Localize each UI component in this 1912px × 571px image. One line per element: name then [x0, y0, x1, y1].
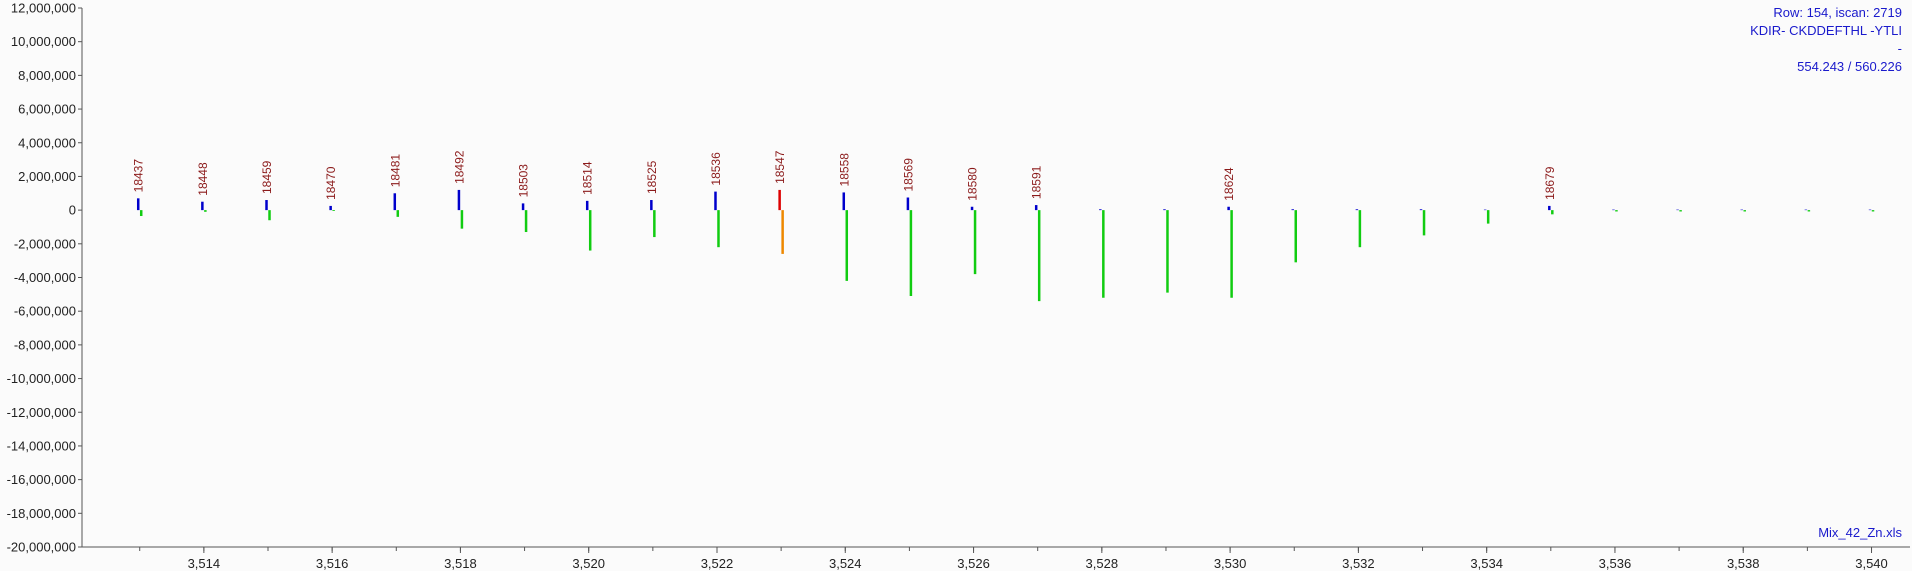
peak-label-18525: 18525 — [645, 160, 659, 194]
x-tick-label: 3,520 — [572, 556, 605, 571]
row-scan-text: Row: 154, iscan: 2719 — [1773, 5, 1902, 20]
x-tick-label: 3,514 — [188, 556, 221, 571]
y-tick-label: 10,000,000 — [11, 34, 76, 49]
peak-label-18448: 18448 — [196, 162, 210, 196]
y-tick-label: -4,000,000 — [14, 270, 76, 285]
x-tick-label: 3,530 — [1214, 556, 1247, 571]
peak-labels: 18437 18448 18459 18470 18481 18492 18503 18514… — [132, 150, 1557, 201]
x-tick-label: 3,534 — [1470, 556, 1503, 571]
x-tick-label: 3,528 — [1086, 556, 1119, 571]
y-tick-label: -18,000,000 — [7, 506, 76, 521]
peak-label-18536: 18536 — [709, 152, 723, 186]
peak-label-18558: 18558 — [837, 153, 851, 187]
y-tick-label: -10,000,000 — [7, 371, 76, 386]
peak-bars — [136, 189, 1875, 302]
peak-label-18547: 18547 — [773, 150, 787, 184]
y-tick-label: -12,000,000 — [7, 405, 76, 420]
y-tick-label: 0 — [69, 203, 76, 218]
y-axis: 12,000,000 10,000,000 8,000,000 6,000,000 4,… — [7, 1, 83, 555]
peak-label-18569: 18569 — [901, 158, 915, 192]
x-tick-label: 3,532 — [1342, 556, 1375, 571]
y-tick-label: 2,000,000 — [18, 169, 76, 184]
x-axis: 3,514 3,516 3,518 3,520 3,522 3,524 3,526 3,528… — [82, 546, 1910, 571]
dash-text: - — [1897, 41, 1902, 56]
y-tick-label: 8,000,000 — [18, 68, 76, 83]
x-tick-label: 3,536 — [1599, 556, 1632, 571]
sequence-text: KDIR- CKDDEFTHL -YTLI — [1750, 23, 1902, 38]
peak-label-18580: 18580 — [966, 167, 980, 201]
y-tick-label: -20,000,000 — [7, 540, 76, 555]
info-panel: Row: 154, iscan: 2719 KDIR- CKDDEFTHL -Y… — [1750, 4, 1902, 76]
peak-label-18492: 18492 — [452, 150, 466, 184]
y-tick-label: -2,000,000 — [14, 236, 76, 251]
peak-label-18470: 18470 — [324, 166, 338, 200]
x-tick-label: 3,540 — [1855, 556, 1888, 571]
y-tick-label: -6,000,000 — [14, 304, 76, 319]
peak-label-18459: 18459 — [260, 160, 274, 194]
x-tick-label: 3,538 — [1727, 556, 1760, 571]
peak-label-18481: 18481 — [388, 154, 402, 188]
x-tick-label: 3,524 — [829, 556, 862, 571]
y-tick-label: -16,000,000 — [7, 472, 76, 487]
peak-label-18591: 18591 — [1030, 165, 1044, 199]
peak-label-18437: 18437 — [132, 159, 146, 193]
x-tick-label: 3,518 — [444, 556, 477, 571]
x-tick-label: 3,516 — [316, 556, 349, 571]
mz-text: 554.243 / 560.226 — [1797, 59, 1902, 74]
x-tick-label: 3,526 — [957, 556, 990, 571]
y-tick-label: 6,000,000 — [18, 102, 76, 117]
y-tick-label: -14,000,000 — [7, 438, 76, 453]
peak-label-18679: 18679 — [1543, 166, 1557, 200]
peak-label-18624: 18624 — [1222, 167, 1236, 201]
y-tick-label: 12,000,000 — [11, 1, 76, 16]
y-tick-label: 4,000,000 — [18, 135, 76, 150]
peak-label-18514: 18514 — [581, 161, 595, 195]
x-tick-label: 3,522 — [701, 556, 734, 571]
filename-label: Mix_42_Zn.xls — [1818, 525, 1902, 540]
peak-label-18503: 18503 — [517, 164, 531, 198]
y-tick-label: -8,000,000 — [14, 337, 76, 352]
